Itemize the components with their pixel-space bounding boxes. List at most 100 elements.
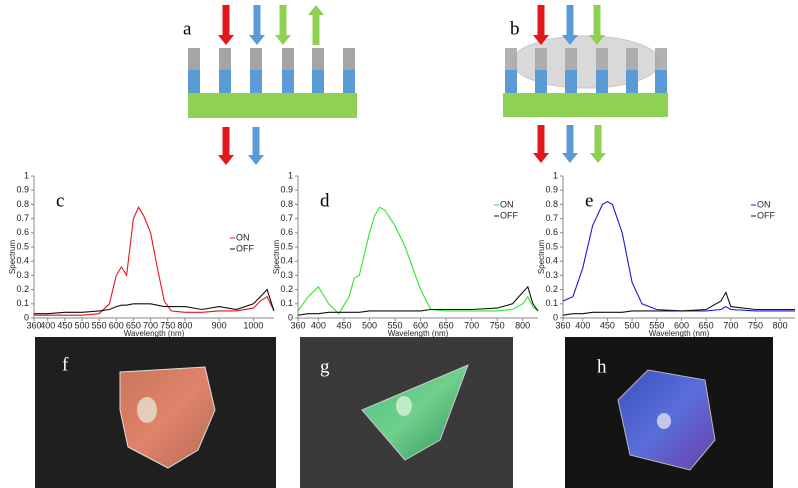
y-tick-label: 0.7 (545, 213, 558, 223)
y-tick-label: 0.8 (545, 199, 558, 209)
pillar-base (565, 70, 577, 93)
series-line (298, 207, 538, 314)
y-tick-label: 0.9 (545, 185, 558, 195)
arrow-shaft (538, 125, 545, 153)
arrow-shaft (567, 5, 574, 35)
y-tick-label: 0.4 (16, 256, 29, 266)
pillar-top (565, 48, 577, 70)
panel-label: c (56, 190, 64, 211)
arrow-shaft (567, 125, 574, 153)
x-tick-label: 550 (92, 320, 107, 330)
panel-label: h (597, 356, 607, 377)
y-tick-label: 0.1 (280, 298, 293, 308)
pillar-top (596, 48, 608, 70)
legend-label: OFF (757, 210, 775, 220)
x-tick-label: 1000 (243, 320, 263, 330)
y-axis-label: Spectrum (537, 240, 546, 275)
pillar-base (626, 70, 638, 93)
y-tick-label: 0.2 (16, 284, 29, 294)
droplet (396, 396, 412, 416)
pillar-base (505, 70, 517, 93)
y-tick-label: 0.3 (280, 270, 293, 280)
x-tick-label: 500 (74, 320, 89, 330)
arrow-shaft (595, 125, 602, 153)
y-tick-label: 0.7 (280, 213, 293, 223)
figure: a b f g h 00.10.20.30.40.50.60.70.80.913… (0, 0, 798, 488)
pillar-base (250, 70, 262, 93)
pillar-base (312, 70, 324, 93)
arrow-head (533, 153, 549, 163)
y-axis-label: Spectrum (272, 240, 281, 275)
y-tick-label: 0.6 (545, 227, 558, 237)
y-tick-label: 0.1 (545, 298, 558, 308)
x-tick-label: 500 (362, 320, 377, 330)
pillar-base (219, 70, 231, 93)
y-tick-label: 0.5 (16, 241, 29, 251)
chart: 00.10.20.30.40.50.60.70.80.9136040045050… (272, 170, 538, 338)
x-tick-label: 450 (57, 320, 72, 330)
pillar-base (596, 70, 608, 93)
y-tick-label: 0.8 (16, 199, 29, 209)
pillar-top (250, 48, 262, 70)
arrow-head (218, 155, 234, 165)
pillar-base (282, 70, 294, 93)
droplet (657, 413, 671, 429)
y-tick-label: 1 (24, 170, 29, 180)
arrow-shaft (280, 5, 287, 35)
legend-label: OFF (500, 210, 518, 220)
x-tick-label: 800 (773, 320, 788, 330)
x-tick-label: 450 (600, 320, 615, 330)
pillar-base (535, 70, 547, 93)
x-axis-label: Wavelength (nm) (388, 329, 449, 338)
x-tick-label: 360 (290, 320, 305, 330)
pillar-top (655, 48, 667, 70)
legend-label: OFF (236, 243, 254, 253)
arrow-shaft (223, 5, 230, 35)
arrow-head (248, 155, 264, 165)
x-tick-label: 400 (40, 320, 55, 330)
pillar-base (188, 70, 200, 93)
arrow-shaft (254, 5, 261, 35)
y-axis-label: Spectrum (8, 240, 17, 275)
substrate (188, 93, 357, 118)
legend-label: ON (757, 199, 771, 209)
x-tick-label: 700 (464, 320, 479, 330)
y-tick-label: 0.4 (545, 256, 558, 266)
y-tick-label: 0.7 (16, 213, 29, 223)
arrow-head (308, 5, 324, 15)
x-tick-label: 800 (515, 320, 530, 330)
y-tick-label: 0.9 (280, 185, 293, 195)
x-tick-label: 400 (311, 320, 326, 330)
x-axis-label: Wavelength (nm) (649, 329, 710, 338)
x-tick-label: 750 (490, 320, 505, 330)
panel-label: g (320, 356, 330, 377)
panel-label: b (510, 18, 520, 39)
series-line (34, 207, 274, 315)
pillar-top (626, 48, 638, 70)
y-tick-label: 0.5 (280, 241, 293, 251)
x-tick-label: 700 (723, 320, 738, 330)
x-axis-label: Wavelength (nm) (124, 329, 185, 338)
arrow-head (218, 35, 234, 45)
y-tick-label: 0.3 (16, 270, 29, 280)
x-tick-label: 750 (748, 320, 763, 330)
legend-label: ON (236, 232, 250, 242)
x-tick-label: 900 (212, 320, 227, 330)
arrow-shaft (223, 127, 230, 155)
x-tick-label: 500 (625, 320, 640, 330)
pillar-top (219, 48, 231, 70)
pillar-top (343, 48, 355, 70)
pillar-top (505, 48, 517, 70)
arrow-shaft (538, 5, 545, 35)
y-tick-label: 0.1 (16, 298, 29, 308)
arrow-head (249, 35, 265, 45)
pillar-top (535, 48, 547, 70)
pillar-top (312, 48, 324, 70)
y-tick-label: 0.8 (280, 199, 293, 209)
y-tick-label: 1 (288, 170, 293, 180)
panel-label: a (183, 18, 192, 39)
series-line (563, 292, 795, 315)
y-tick-label: 0.6 (280, 227, 293, 237)
